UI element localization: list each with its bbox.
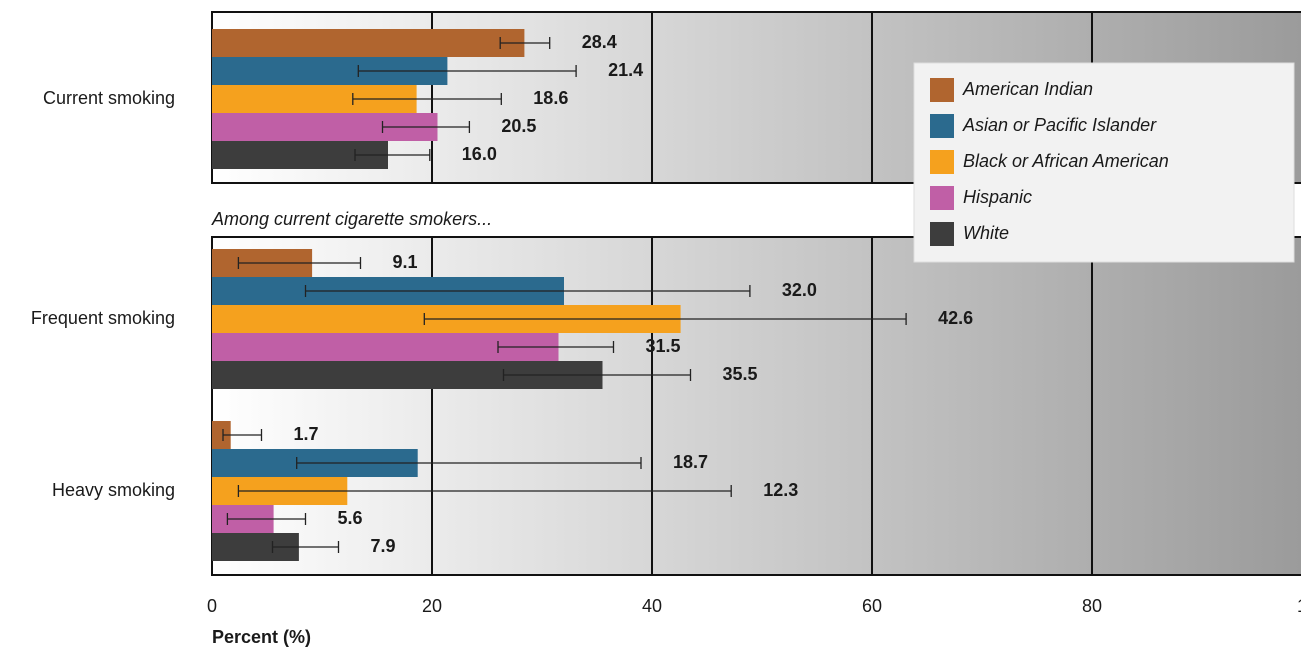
x-tick-label: 20 bbox=[422, 596, 442, 616]
bar bbox=[212, 29, 525, 57]
value-label: 16.0 bbox=[462, 144, 497, 164]
annotation: Among current cigarette smokers... bbox=[211, 209, 492, 229]
value-label: 9.1 bbox=[393, 252, 418, 272]
category-label: Heavy smoking bbox=[52, 480, 175, 500]
legend-label: White bbox=[963, 223, 1009, 243]
value-label: 42.6 bbox=[938, 308, 973, 328]
value-label: 12.3 bbox=[763, 480, 798, 500]
x-tick-label: 60 bbox=[862, 596, 882, 616]
legend-swatch bbox=[930, 78, 954, 102]
value-label: 7.9 bbox=[371, 536, 396, 556]
legend-swatch bbox=[930, 222, 954, 246]
value-label: 31.5 bbox=[646, 336, 681, 356]
legend-swatch bbox=[930, 186, 954, 210]
legend-swatch bbox=[930, 114, 954, 138]
legend-box bbox=[913, 62, 1295, 263]
category-label: Frequent smoking bbox=[31, 308, 175, 328]
x-tick-label: 100 bbox=[1297, 596, 1301, 616]
x-axis-label: Percent (%) bbox=[212, 627, 311, 647]
value-label: 1.7 bbox=[294, 424, 319, 444]
legend-swatch bbox=[930, 150, 954, 174]
value-label: 35.5 bbox=[723, 364, 758, 384]
x-tick-label: 0 bbox=[207, 596, 217, 616]
x-tick-label: 40 bbox=[642, 596, 662, 616]
value-label: 5.6 bbox=[338, 508, 363, 528]
legend-label: Black or African American bbox=[963, 151, 1169, 171]
bar bbox=[212, 421, 231, 449]
value-label: 28.4 bbox=[582, 32, 617, 52]
legend-label: American Indian bbox=[962, 79, 1093, 99]
legend-label: Asian or Pacific Islander bbox=[962, 115, 1157, 135]
value-label: 18.7 bbox=[673, 452, 708, 472]
x-tick-label: 80 bbox=[1082, 596, 1102, 616]
value-label: 18.6 bbox=[533, 88, 568, 108]
legend-label: Hispanic bbox=[963, 187, 1032, 207]
value-label: 32.0 bbox=[782, 280, 817, 300]
value-label: 21.4 bbox=[608, 60, 643, 80]
category-label: Current smoking bbox=[43, 88, 175, 108]
value-label: 20.5 bbox=[501, 116, 536, 136]
